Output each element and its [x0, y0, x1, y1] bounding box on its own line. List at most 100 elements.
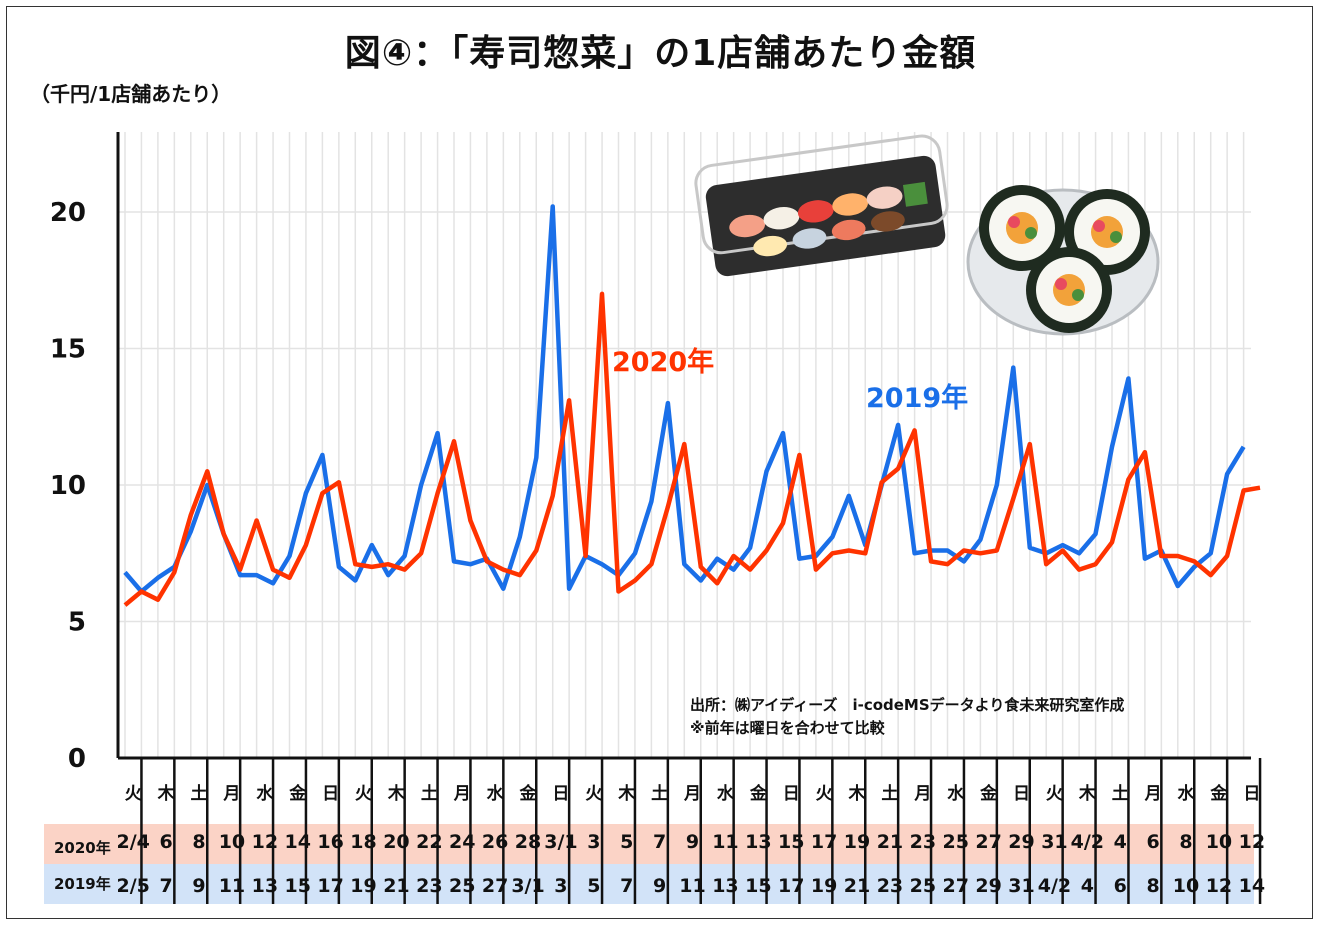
weekday-label: 土 [421, 783, 438, 804]
date-2020-label: 16 [317, 831, 343, 853]
weekday-label: 日 [552, 784, 569, 804]
weekday-label: 月 [453, 784, 471, 804]
date-2019-label: 5 [587, 875, 600, 897]
weekday-label: 土 [651, 783, 668, 804]
weekday-label: 木 [617, 783, 636, 804]
date-2019-label: 25 [449, 875, 475, 897]
date-2019-label: 15 [284, 875, 310, 897]
weekday-label: 火 [1046, 784, 1064, 804]
date-2019-label: 25 [910, 875, 936, 897]
date-2020-label: 18 [350, 831, 376, 853]
date-2019-label: 21 [844, 875, 870, 897]
date-2020-label: 29 [1008, 831, 1034, 853]
weekday-label: 木 [157, 783, 176, 804]
weekday-label: 日 [1013, 784, 1030, 804]
date-2020-label: 8 [192, 831, 205, 853]
date-2020-label: 10 [219, 831, 245, 853]
weekday-label: 火 [585, 784, 603, 804]
date-2019-label: 19 [350, 875, 376, 897]
date-2020-label: 26 [482, 831, 508, 853]
weekday-label: 木 [387, 783, 406, 804]
date-row-2020-bg [44, 824, 1254, 864]
date-2020-label: 28 [515, 831, 541, 853]
y-tick-label: 20 [50, 198, 86, 228]
series-lines [123, 204, 1261, 607]
weekday-label: 月 [1144, 784, 1162, 804]
weekday-label: 金 [749, 783, 768, 804]
date-2019-label: 7 [620, 875, 633, 897]
comparison-note: ※前年は曜日を合わせて比較 [690, 719, 886, 737]
weekday-label: 月 [683, 784, 701, 804]
date-2019-label: 9 [653, 875, 666, 897]
date-2019-label: 2/5 [117, 875, 150, 897]
y-tick-label: 15 [50, 335, 86, 365]
date-2019-label: 29 [975, 875, 1001, 897]
series-label-2019: 2019年 [866, 382, 968, 414]
date-2019-label: 7 [160, 875, 173, 897]
date-2020-label: 24 [449, 831, 475, 853]
date-2019-label: 13 [712, 875, 738, 897]
date-2020-label: 9 [686, 831, 699, 853]
date-2020-label: 3/1 [544, 831, 577, 853]
date-2019-label: 31 [1008, 875, 1034, 897]
weekday-label: 水 [947, 783, 965, 804]
sushi-illustrations [694, 134, 1160, 336]
date-2019-label: 14 [1239, 875, 1265, 897]
y-unit-label: （千円/1店舗あたり） [30, 82, 232, 106]
date-2019-label: 8 [1147, 875, 1160, 897]
date-2020-label: 31 [1041, 831, 1067, 853]
y-tick-label: 0 [68, 744, 86, 774]
date-2020-label: 17 [811, 831, 837, 853]
date-2020-label: 23 [910, 831, 936, 853]
date-2019-label: 4/2 [1038, 875, 1071, 897]
weekday-label: 水 [717, 783, 735, 804]
date-row-2019-bg [44, 864, 1254, 904]
series-line-2020 [123, 291, 1261, 607]
date-2020-label: 6 [160, 831, 173, 853]
date-2020-label: 21 [877, 831, 903, 853]
date-2020-label: 27 [975, 831, 1001, 853]
date-2020-label: 22 [416, 831, 442, 853]
date-2019-label: 27 [942, 875, 968, 897]
date-2019-label: 11 [679, 875, 705, 897]
date-2019-label: 23 [416, 875, 442, 897]
weekday-label: 土 [1112, 783, 1129, 804]
series-label-2020: 2020年 [612, 346, 714, 378]
weekday-label: 木 [848, 783, 867, 804]
date-2020-label: 14 [284, 831, 310, 853]
weekday-label: 日 [1243, 784, 1260, 804]
weekday-label: 月 [913, 784, 931, 804]
source-note: 出所：㈱アイディーズ i-codeMSデータより食未来研究室作成 [690, 696, 1124, 714]
weekday-label: 土 [881, 783, 898, 804]
date-2020-label: 4 [1114, 831, 1127, 853]
date-2020-label: 7 [653, 831, 666, 853]
weekday-label: 火 [125, 784, 143, 804]
series-line-2019 [123, 204, 1246, 594]
chart-title: 図④：「寿司惣菜」の1店舗あたり金額 [344, 33, 977, 74]
weekday-label: 日 [322, 784, 339, 804]
weekday-label: 水 [487, 783, 505, 804]
date-2019-label: 4 [1081, 875, 1094, 897]
weekday-label: 日 [783, 784, 800, 804]
date-2020-label: 12 [1239, 831, 1265, 853]
weekday-label: 金 [979, 783, 998, 804]
date-2020-label: 20 [383, 831, 409, 853]
weekday-label: 金 [519, 783, 538, 804]
date-2020-label: 4/2 [1071, 831, 1104, 853]
date-2020-label: 5 [620, 831, 633, 853]
weekday-label: 金 [1209, 783, 1228, 804]
date-2019-label: 3/1 [511, 875, 544, 897]
date-2019-label: 17 [778, 875, 804, 897]
date-2019-label: 21 [383, 875, 409, 897]
date-2019-label: 15 [745, 875, 771, 897]
date-2019-label: 3 [554, 875, 567, 897]
date-2020-label: 12 [252, 831, 278, 853]
date-2019-label: 9 [192, 875, 205, 897]
date-2019-label: 27 [482, 875, 508, 897]
row-label-2019: 2019年 [54, 875, 111, 893]
weekday-label: 水 [256, 783, 274, 804]
futomaki-plate-icon [966, 185, 1160, 336]
weekday-label: 火 [816, 784, 834, 804]
date-2020-label: 13 [745, 831, 771, 853]
